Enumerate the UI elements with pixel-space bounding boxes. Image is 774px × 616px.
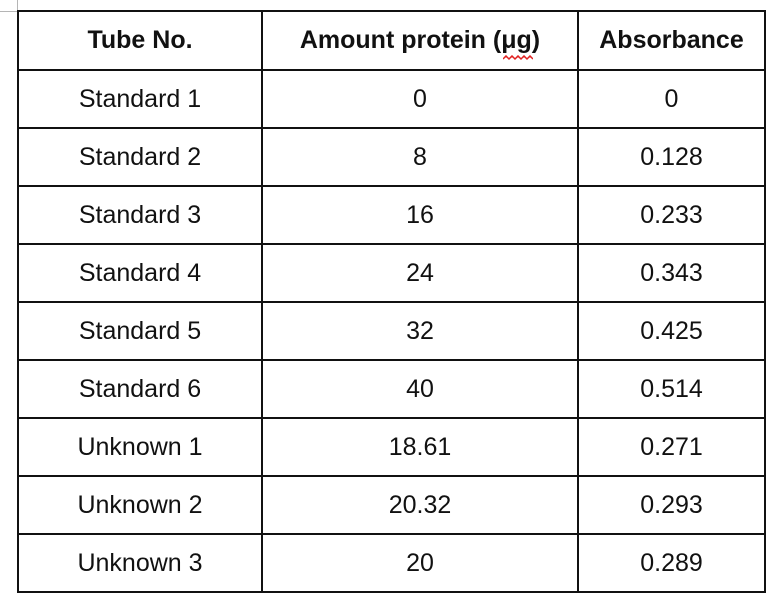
cell-tube: Standard 6 xyxy=(17,359,263,419)
table-row: Standard 4 24 0.343 xyxy=(17,243,766,303)
table-row: Unknown 2 20.32 0.293 xyxy=(17,475,766,535)
cell-amount: 20.32 xyxy=(261,475,579,535)
header-amount-close: ) xyxy=(531,26,541,54)
table-row: Standard 3 16 0.233 xyxy=(17,185,766,245)
cell-tube: Unknown 2 xyxy=(17,475,263,535)
protein-assay-table: Tube No. Amount protein (μg) Absorbance … xyxy=(17,10,766,593)
cell-absorbance: 0 xyxy=(577,69,766,129)
cell-amount: 24 xyxy=(261,243,579,303)
cell-amount: 18.61 xyxy=(261,417,579,477)
cell-tube: Unknown 1 xyxy=(17,417,263,477)
cell-amount: 16 xyxy=(261,185,579,245)
table-row: Standard 2 8 0.128 xyxy=(17,127,766,187)
cell-absorbance: 0.293 xyxy=(577,475,766,535)
table-row: Standard 5 32 0.425 xyxy=(17,301,766,361)
cell-absorbance: 0.343 xyxy=(577,243,766,303)
table-row: Standard 6 40 0.514 xyxy=(17,359,766,419)
header-tube-no: Tube No. xyxy=(17,10,263,71)
table-row: Unknown 1 18.61 0.271 xyxy=(17,417,766,477)
cell-absorbance: 0.289 xyxy=(577,533,766,593)
unit-text: μg xyxy=(501,26,532,54)
cell-absorbance: 0.514 xyxy=(577,359,766,419)
cell-amount: 8 xyxy=(261,127,579,187)
cell-tube: Standard 5 xyxy=(17,301,263,361)
cell-absorbance: 0.271 xyxy=(577,417,766,477)
header-absorbance: Absorbance xyxy=(577,10,766,71)
cell-absorbance: 0.233 xyxy=(577,185,766,245)
cell-tube: Standard 3 xyxy=(17,185,263,245)
cell-absorbance: 0.425 xyxy=(577,301,766,361)
cell-tube: Standard 2 xyxy=(17,127,263,187)
cell-tube: Unknown 3 xyxy=(17,533,263,593)
cell-tube: Standard 4 xyxy=(17,243,263,303)
cell-absorbance: 0.128 xyxy=(577,127,766,187)
cell-amount: 40 xyxy=(261,359,579,419)
header-amount-text: Amount protein ( xyxy=(299,26,502,54)
cell-amount: 32 xyxy=(261,301,579,361)
header-amount-protein: Amount protein (μg) xyxy=(261,10,579,71)
cell-amount: 0 xyxy=(261,69,579,129)
spellcheck-underline-icon xyxy=(503,55,534,61)
unit-spellcheck: μg xyxy=(501,26,534,61)
table-row: Unknown 3 20 0.289 xyxy=(17,533,766,593)
cell-tube: Standard 1 xyxy=(17,69,263,129)
header-row: Tube No. Amount protein (μg) Absorbance xyxy=(17,10,766,71)
corner-mark xyxy=(0,0,18,12)
cell-amount: 20 xyxy=(261,533,579,593)
